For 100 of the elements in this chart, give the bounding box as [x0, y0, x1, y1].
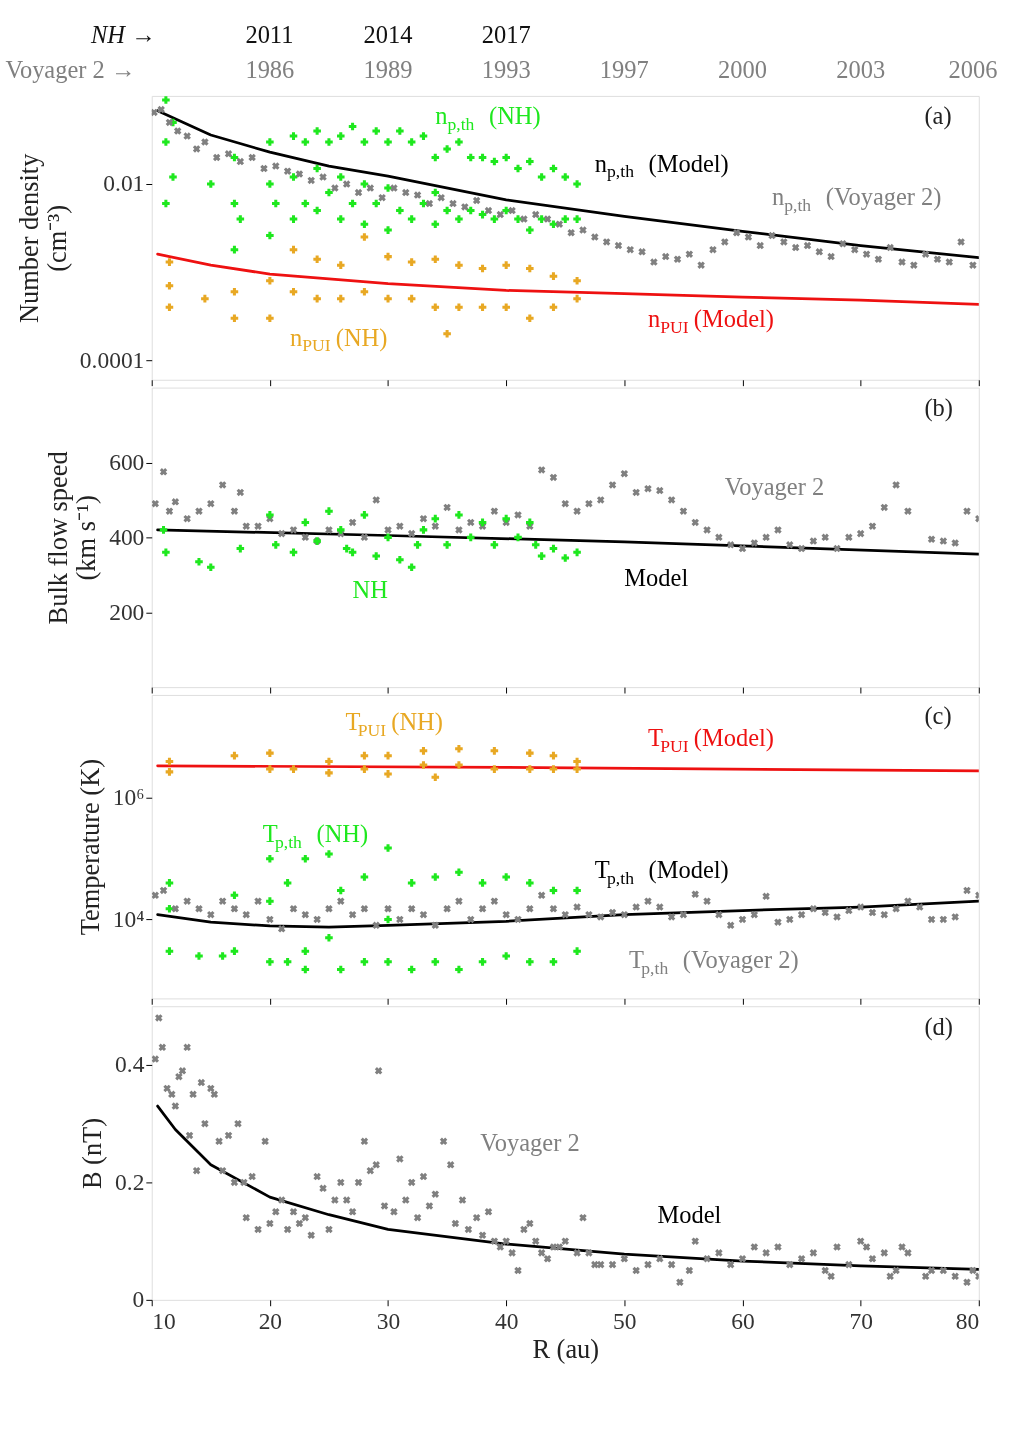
- point: [537, 552, 546, 560]
- point: [325, 933, 333, 942]
- point: [514, 533, 522, 542]
- point: [165, 879, 174, 887]
- point: [360, 765, 369, 773]
- series-label: Voyager 2: [480, 1128, 580, 1156]
- point: [549, 303, 558, 311]
- point: [266, 749, 274, 757]
- line-series: [156, 899, 979, 929]
- point: [455, 261, 463, 269]
- text: 1986: [245, 56, 295, 84]
- point: [162, 548, 170, 557]
- y-axis-title: Temperature (K): [74, 759, 105, 936]
- point: [384, 751, 392, 760]
- point: [455, 965, 463, 974]
- point: [419, 747, 428, 755]
- x-tick-label: 70: [849, 1307, 873, 1334]
- point: [384, 958, 392, 966]
- point: [230, 947, 239, 955]
- point: [431, 773, 440, 782]
- point: [195, 952, 203, 960]
- text: 1989: [363, 56, 413, 84]
- point: [384, 915, 392, 924]
- text: 2017: [481, 21, 531, 49]
- x-tick-label: 40: [494, 1307, 519, 1334]
- point: [360, 233, 369, 241]
- y-axis-title: B (nT): [77, 1117, 108, 1190]
- point: [455, 511, 463, 519]
- point: [201, 294, 209, 303]
- point: [325, 850, 333, 858]
- text: 2014: [363, 21, 413, 49]
- point: [165, 768, 174, 776]
- text: 2011: [245, 21, 294, 49]
- point: [526, 518, 534, 527]
- point: [271, 541, 280, 549]
- point: [502, 514, 510, 523]
- annotation: (b): [924, 394, 953, 423]
- point: [431, 873, 440, 881]
- point: [336, 965, 345, 974]
- point: [478, 303, 487, 311]
- point: [502, 952, 510, 960]
- point: [384, 770, 392, 778]
- point: [283, 879, 292, 887]
- annotation: (c): [924, 702, 952, 731]
- point: [573, 765, 581, 773]
- point: [165, 904, 174, 913]
- point: [455, 303, 463, 311]
- point: [396, 556, 404, 564]
- point: [165, 947, 174, 955]
- point: [526, 749, 534, 757]
- point: [466, 533, 475, 542]
- point: [526, 264, 534, 273]
- point: [531, 541, 540, 549]
- text: 1993: [481, 56, 531, 84]
- point: [360, 873, 369, 881]
- series-label: Model: [657, 1201, 722, 1229]
- point: [384, 252, 392, 261]
- x-tick-label: 50: [613, 1307, 637, 1334]
- point: [478, 958, 487, 966]
- annotation: (a): [924, 101, 952, 130]
- point: [165, 281, 174, 290]
- point: [490, 765, 499, 773]
- point: [431, 303, 440, 311]
- point: [407, 258, 416, 266]
- y-tick-label: 0.01: [103, 170, 145, 197]
- point: [384, 533, 392, 542]
- x-axis-title: R (au): [532, 1334, 600, 1365]
- point: [455, 868, 463, 876]
- point: [384, 294, 392, 303]
- x-tick-label: 30: [376, 1307, 401, 1334]
- point: [526, 314, 534, 322]
- text: 2006: [948, 56, 998, 84]
- point: [443, 329, 451, 338]
- point: [372, 552, 380, 560]
- text: NH →: [90, 21, 156, 49]
- annotation: (d): [924, 1012, 953, 1041]
- point: [195, 557, 203, 566]
- text: 2003: [836, 56, 886, 84]
- point: [218, 952, 227, 960]
- point: [230, 314, 239, 322]
- point: [502, 873, 510, 881]
- point: [478, 879, 487, 887]
- y-tick-label: 0.4: [115, 1051, 145, 1078]
- point: [384, 844, 392, 852]
- point: [313, 255, 321, 264]
- point: [573, 276, 581, 285]
- y-tick-label: 0.0001: [79, 346, 145, 373]
- point: [526, 879, 534, 887]
- point: [266, 897, 274, 905]
- series-label: NH: [352, 575, 388, 603]
- point: [549, 958, 558, 966]
- point: [407, 879, 416, 887]
- point: [431, 958, 440, 966]
- series-label: Voyager 2: [724, 472, 825, 500]
- y-tick-label: 0.2: [115, 1168, 145, 1195]
- point: [573, 294, 581, 303]
- point: [443, 541, 451, 549]
- text: 2000: [718, 56, 767, 84]
- x-tick-label: 10: [152, 1307, 176, 1334]
- point: [289, 765, 298, 773]
